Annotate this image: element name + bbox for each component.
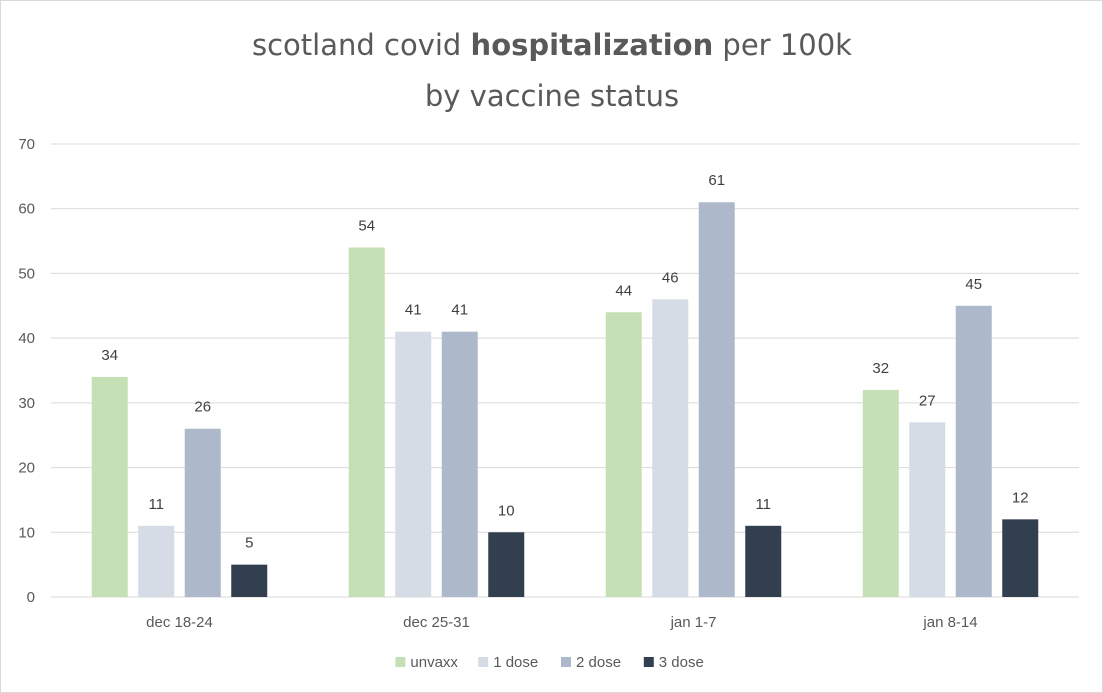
bar-1-dose-dec-18-24: [138, 525, 175, 597]
legend: unvaxx 1 dose 2 dose 3 dose: [395, 654, 704, 671]
chart-title-prefix: scotland covid: [252, 28, 471, 62]
data-label: 34: [101, 347, 118, 364]
legend-label: 2 dose: [576, 654, 621, 671]
y-tick-label: 70: [18, 136, 35, 153]
data-label: 41: [451, 302, 468, 319]
data-label: 10: [498, 502, 515, 519]
bar-1-dose-jan-8-14: [909, 422, 946, 597]
legend-swatch: [561, 657, 571, 667]
data-label: 41: [405, 302, 422, 319]
bar-2-dose-dec-25-31: [441, 331, 478, 597]
y-tick-label: 30: [18, 395, 35, 412]
data-label: 54: [358, 218, 375, 235]
data-label: 45: [965, 276, 982, 293]
data-label: 5: [245, 535, 253, 552]
bar-unvaxx-dec-18-24: [91, 376, 128, 597]
bar-1-dose-dec-25-31: [395, 331, 432, 597]
legend-swatch: [643, 657, 654, 667]
bar-unvaxx-jan-8-14: [862, 389, 899, 597]
legend-swatch: [478, 657, 489, 667]
category-label: jan 8-14: [922, 614, 977, 631]
bar-2-dose-jan-1-7: [698, 202, 735, 597]
data-label: 26: [194, 399, 211, 416]
y-tick-label: 60: [18, 201, 35, 218]
bar-3-dose-jan-1-7: [745, 525, 782, 597]
bar-2-dose-dec-18-24: [184, 428, 221, 597]
legend-label: 1 dose: [493, 654, 538, 671]
data-label: 61: [708, 172, 725, 189]
data-label: 11: [148, 496, 164, 513]
y-tick-label: 10: [18, 524, 35, 541]
category-label: jan 1-7: [670, 614, 717, 631]
bar-3-dose-dec-25-31: [488, 532, 525, 597]
chart-title-line-1: scotland covid hospitalization per 100k: [252, 28, 852, 62]
data-label: 44: [615, 282, 632, 299]
gridlines: [51, 143, 1079, 598]
data-label: 46: [662, 269, 679, 286]
y-tick-label: 20: [18, 460, 35, 477]
legend-label: unvaxx: [410, 654, 458, 671]
chart-title-suffix: per 100k: [713, 28, 852, 62]
data-label: 32: [872, 360, 889, 377]
y-tick-label: 40: [18, 330, 35, 347]
bar-2-dose-jan-8-14: [955, 305, 992, 597]
bar-3-dose-dec-18-24: [231, 564, 268, 597]
category-label: dec 25-31: [403, 614, 470, 631]
bar-3-dose-jan-8-14: [1002, 519, 1039, 597]
y-axis-ticks: 0 10 20 30 40 50 60 70: [18, 136, 35, 606]
y-tick-label: 50: [18, 265, 35, 282]
bars: [91, 202, 1039, 598]
bar-1-dose-jan-1-7: [652, 299, 689, 597]
category-label: dec 18-24: [146, 614, 213, 631]
data-labels: 34 11 26 5 54 41 41 10 44 46 61 11 32 27 45 12: [101, 172, 1028, 551]
data-label: 12: [1012, 489, 1029, 506]
bar-unvaxx-jan-1-7: [605, 312, 642, 597]
legend-swatch: [395, 657, 406, 667]
legend-label: 3 dose: [659, 654, 704, 671]
y-tick-label: 0: [27, 589, 35, 606]
data-label: 27: [919, 392, 936, 409]
bar-unvaxx-dec-25-31: [348, 247, 385, 598]
data-label: 11: [755, 496, 771, 513]
chart-title-bold-word: hospitalization: [471, 28, 714, 62]
x-axis-categories: dec 18-24 dec 25-31 jan 1-7 jan 8-14: [146, 614, 977, 631]
chart-title-line-2: by vaccine status: [425, 79, 679, 113]
